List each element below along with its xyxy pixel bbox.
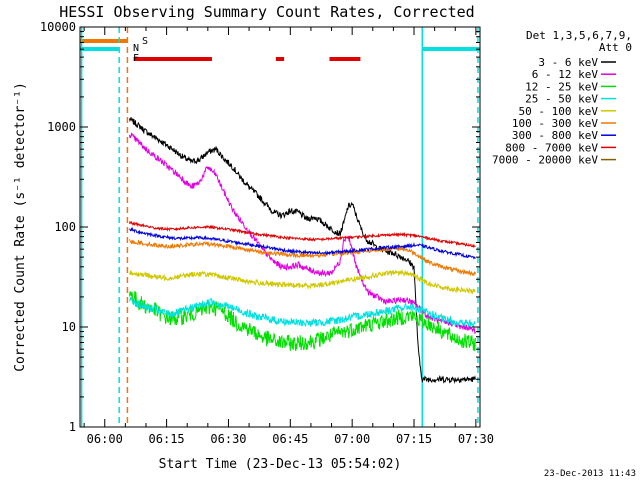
chart-title: HESSI Observing Summary Count Rates, Cor… [59,3,474,21]
flag-bar-flare [329,57,361,61]
data-series [129,117,476,384]
legend-entry-label: 12 - 25 keV [525,80,598,93]
flag-bar-night [422,47,480,51]
series-line [129,117,476,384]
x-tick-label: 06:15 [149,432,185,446]
y-tick-label: 100 [54,220,76,234]
series-line [129,269,476,295]
series-line [129,226,476,260]
flag-bar-saa [80,39,128,43]
status-flags: SNF [80,36,480,64]
footer-timestamp: 23-Dec-2013 11:43 [544,469,636,479]
legend-entry-label: 7000 - 20000 keV [492,154,598,167]
x-tick-label: 06:00 [87,432,123,446]
y-tick-label: 10000 [40,20,76,34]
legend-entry-label: 50 - 100 keV [519,105,599,118]
flag-bar-flare [133,57,212,61]
series-line [129,220,476,249]
y-tick-label: 10 [62,320,76,334]
legend-header: Att 0 [599,41,632,54]
legend-entry-label: 6 - 12 keV [532,68,599,81]
series-line [129,239,476,277]
series-line [129,290,476,352]
legend-header: Det 1,3,5,6,7,9, [526,29,632,42]
series-line [129,297,476,329]
y-axis-label: Corrected Count Rate (s⁻¹ detector⁻¹) [13,82,28,372]
x-tick-label: 06:30 [210,432,246,446]
y-tick-label: 1000 [47,120,76,134]
x-tick-label: 07:30 [458,432,494,446]
legend-entry-label: 800 - 7000 keV [505,141,598,154]
x-axis-label: Start Time (23-Dec-13 05:54:02) [159,457,402,472]
legend-entry-label: 300 - 800 keV [512,129,598,142]
flag-label-night: N [133,43,139,54]
legend-entry-label: 3 - 6 keV [538,56,598,69]
x-tick-label: 07:00 [334,432,370,446]
x-tick-label: 07:15 [396,432,432,446]
legend-entry-label: 25 - 50 keV [525,93,598,106]
flag-label-saa: S [142,36,148,47]
y-tick-label: 1 [69,420,76,434]
flag-bar-flare [275,57,285,61]
flag-bar-night [80,47,120,51]
flag-label-flare: F [133,53,139,64]
legend-entry-label: 100 - 300 keV [512,117,598,130]
ticks: 1 10 100 1000 10000 06:00 06:15 06:30 06:45 07:00… [40,20,494,446]
x-tick-label: 06:45 [272,432,308,446]
